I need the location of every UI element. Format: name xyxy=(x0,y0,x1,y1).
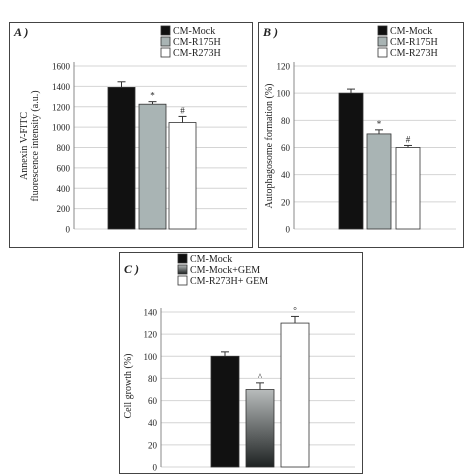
panel-frame xyxy=(258,22,464,248)
legend-label: CM-R273H xyxy=(390,48,438,59)
y-tick-label: 100 xyxy=(277,89,291,99)
bar-cm-mock xyxy=(338,92,364,230)
bar-cm-r273h xyxy=(395,147,421,230)
y-tick-label: 60 xyxy=(281,143,291,153)
panel-label: C ) xyxy=(124,262,139,276)
chart-panel-b: B ) 0 20 40 60 80 100 120 Autophagosome formatio… xyxy=(258,22,464,248)
bar-cm-r273h-gem xyxy=(280,322,310,468)
bar-cm-mock xyxy=(107,86,136,230)
legend-swatch xyxy=(160,36,171,47)
significance-marker: ° xyxy=(293,305,297,315)
y-tick-label: 400 xyxy=(57,184,71,194)
legend-label: CM-R273H xyxy=(173,48,221,59)
y-tick-label: 40 xyxy=(281,170,291,180)
bar-cm-mock-gem xyxy=(245,389,275,468)
y-tick-label: 0 xyxy=(286,225,291,235)
legend-label: CM-R273H+ GEM xyxy=(190,276,268,287)
legend-label: CM-Mock xyxy=(390,26,432,37)
y-tick-label: 120 xyxy=(144,330,158,340)
legend-swatch xyxy=(160,25,171,36)
significance-marker: * xyxy=(150,91,155,101)
y-axis-label: Cell growth (%) xyxy=(123,354,134,419)
y-axis-label: Annexin V-FITCfluorescence intensity (a.… xyxy=(19,90,41,201)
legend-swatch xyxy=(177,264,188,275)
significance-marker: # xyxy=(180,105,185,115)
y-tick-label: 20 xyxy=(281,197,291,207)
y-tick-label: 120 xyxy=(277,62,291,72)
legend-label: CM-Mock+GEM xyxy=(190,265,260,276)
legend-swatch xyxy=(377,47,388,58)
y-tick-label: 40 xyxy=(148,418,158,428)
y-tick-label: 100 xyxy=(144,352,158,362)
legend-swatch xyxy=(377,25,388,36)
significance-marker: * xyxy=(377,119,382,129)
y-tick-label: 200 xyxy=(57,204,71,214)
panel-label: B ) xyxy=(262,25,278,39)
legend-swatch xyxy=(160,47,171,58)
y-tick-label: 80 xyxy=(148,374,158,384)
y-tick-label: 80 xyxy=(281,116,291,126)
y-tick-label: 600 xyxy=(57,163,71,173)
y-tick-label: 0 xyxy=(66,225,71,235)
y-tick-label: 1600 xyxy=(52,62,71,72)
legend-swatch xyxy=(177,275,188,286)
bar-cm-r273h xyxy=(168,122,197,230)
bar-cm-mock xyxy=(210,355,240,468)
y-tick-label: 60 xyxy=(148,396,158,406)
y-tick-label: 1400 xyxy=(52,82,71,92)
panel-label: A ) xyxy=(13,25,28,39)
chart-panel-c: C ) 0 20 40 60 80 100 120 140 Cell growth (%) ^ ° CM… xyxy=(119,252,363,474)
legend-label: CM-Mock xyxy=(173,26,215,37)
y-tick-label: 0 xyxy=(153,463,158,473)
chart-panel-a: A ) 0 200 400 600 800 1000 1200 1400 1600 Annexin … xyxy=(9,22,253,248)
y-axis-label: Autophagosome formation (%) xyxy=(264,84,275,209)
legend-swatch xyxy=(377,36,388,47)
bar-cm-r175h xyxy=(138,103,167,230)
y-tick-label: 20 xyxy=(148,440,158,450)
y-tick-label: 1000 xyxy=(52,123,71,133)
panel-frame xyxy=(9,22,253,248)
legend-label: CM-R175H xyxy=(173,37,221,48)
legend-swatch xyxy=(177,253,188,264)
bar-cm-r175h xyxy=(366,133,392,230)
significance-marker: # xyxy=(406,134,411,144)
y-tick-label: 1200 xyxy=(52,102,71,112)
y-tick-label: 140 xyxy=(144,308,158,318)
legend-label: CM-R175H xyxy=(390,37,438,48)
y-tick-label: 800 xyxy=(57,143,71,153)
legend-label: CM-Mock xyxy=(190,254,232,265)
significance-marker: ^ xyxy=(258,372,263,382)
